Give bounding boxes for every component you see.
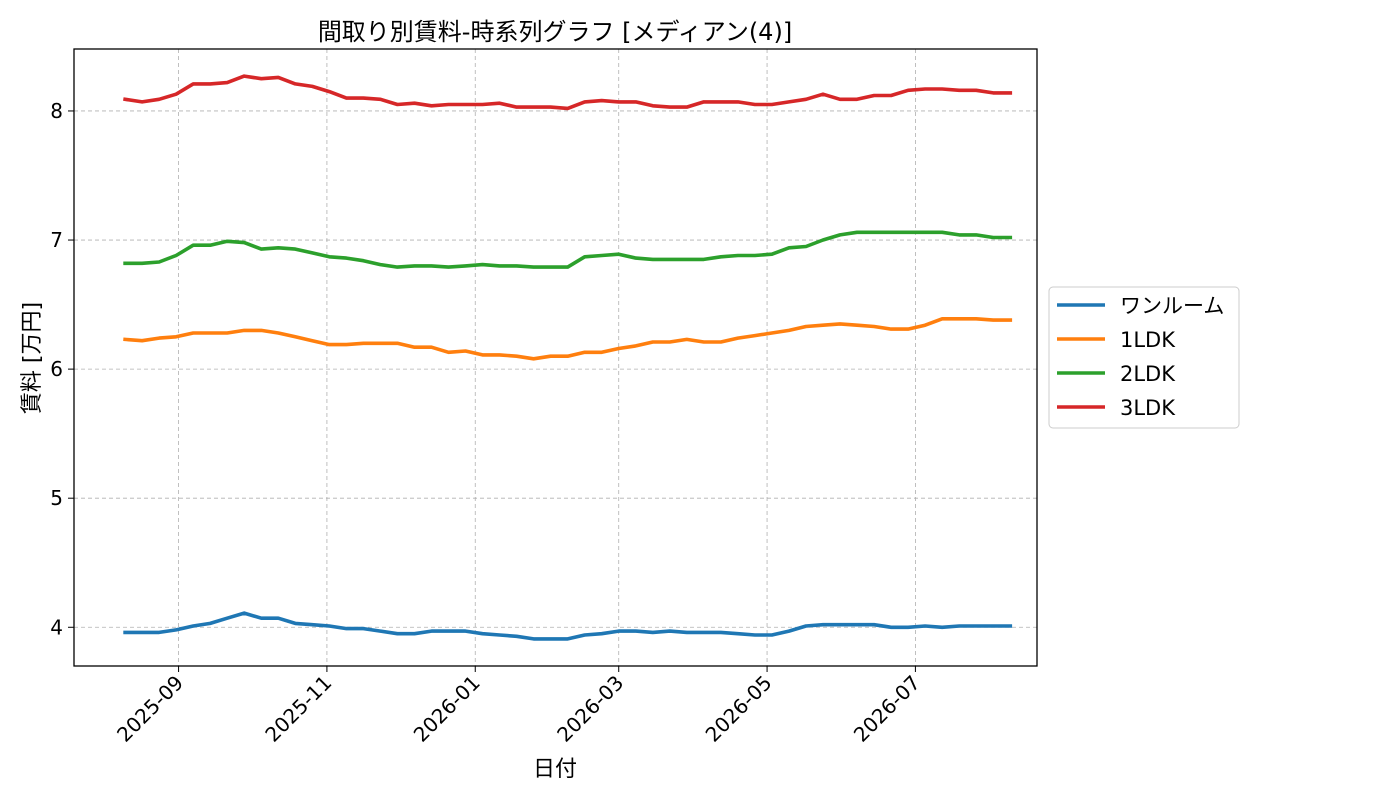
x-tick-label: 2025-11 xyxy=(260,671,336,747)
series-lines xyxy=(123,74,1013,641)
x-tick-label: 2026-03 xyxy=(552,671,628,747)
x-tick-label: 2026-07 xyxy=(849,671,925,747)
series-line-0 xyxy=(123,611,1013,641)
x-axis-label: 日付 xyxy=(533,757,577,782)
x-tick-label: 2026-01 xyxy=(409,671,485,747)
y-tick-label: 4 xyxy=(50,615,63,639)
legend-box xyxy=(1048,286,1240,429)
series-line-3 xyxy=(123,74,1013,111)
x-tick-label: 2025-09 xyxy=(112,671,188,747)
y-tick-label: 8 xyxy=(50,99,63,123)
y-tick-label: 7 xyxy=(50,228,63,252)
legend-label-3: 3LDK xyxy=(1120,396,1176,420)
y-tick-label: 5 xyxy=(50,486,63,510)
series-line-1 xyxy=(123,316,1013,361)
legend: ワンルーム 1LDK 2LDK 3LDK xyxy=(1048,286,1240,429)
series-line-2 xyxy=(123,230,1013,269)
legend-label-1: 1LDK xyxy=(1120,328,1176,352)
legend-label-0: ワンルーム xyxy=(1120,294,1224,318)
y-tick-label: 6 xyxy=(50,357,63,381)
legend-label-2: 2LDK xyxy=(1120,362,1176,386)
grid-lines xyxy=(74,49,1037,666)
plot-frame xyxy=(73,48,1038,667)
y-axis: 4 5 6 7 8 xyxy=(50,99,74,639)
x-tick-label: 2026-05 xyxy=(701,671,777,747)
chart-title: 間取り別賃料-時系列グラフ [メディアン(4)] xyxy=(318,18,792,46)
y-axis-label: 賃料 [万円] xyxy=(20,302,45,414)
x-axis: 2025-09 2025-11 2026-01 2026-03 2026-05 2026-… xyxy=(112,666,925,747)
